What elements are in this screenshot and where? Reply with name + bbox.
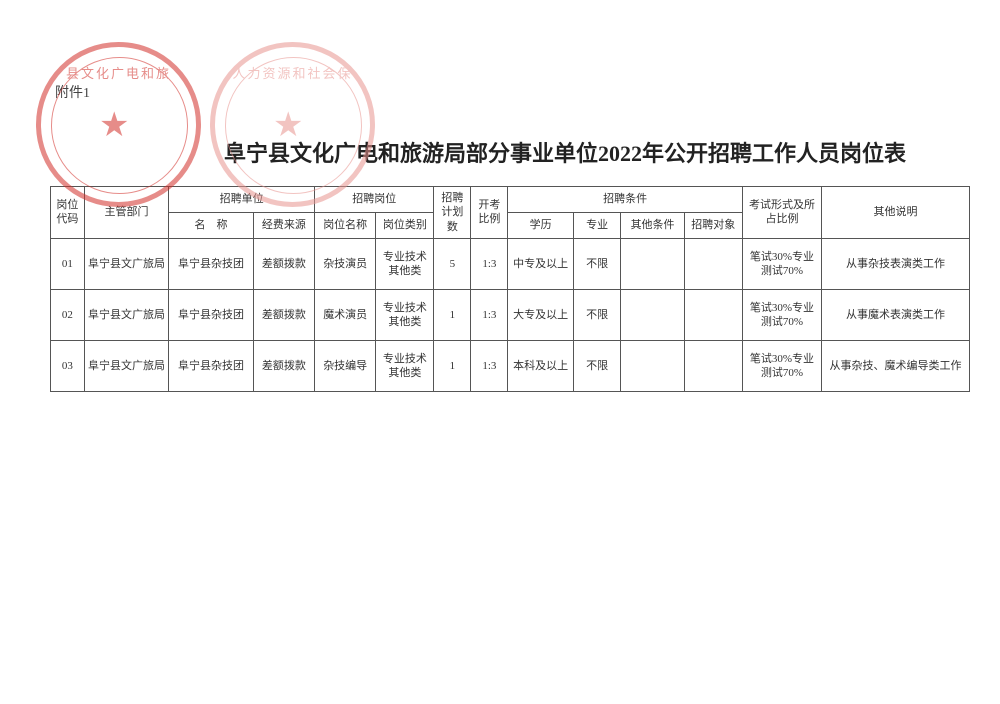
table-header: 岗位代码 主管部门 招聘单位 招聘岗位 招聘计划数 开考比例 招聘条件 考试形式… (51, 187, 970, 239)
cell-target (684, 289, 742, 340)
cell-remark: 从事杂技表演类工作 (822, 238, 970, 289)
th-pname: 岗位名称 (315, 212, 376, 238)
cell-dept: 阜宁县文广旅局 (84, 340, 169, 391)
cell-unit: 阜宁县杂技团 (169, 340, 254, 391)
cell-fund: 差额拨款 (253, 238, 314, 289)
cell-ptype: 专业技术其他类 (376, 289, 434, 340)
cell-remark: 从事魔术表演类工作 (822, 289, 970, 340)
th-unit-name: 名 称 (169, 212, 254, 238)
cell-exam: 笔试30%专业测试70% (742, 340, 821, 391)
th-edu: 学历 (508, 212, 573, 238)
cell-other (621, 238, 684, 289)
cell-edu: 本科及以上 (508, 340, 573, 391)
cell-exam: 笔试30%专业测试70% (742, 238, 821, 289)
cell-target (684, 238, 742, 289)
cell-fund: 差额拨款 (253, 340, 314, 391)
table-row: 03 阜宁县文广旅局 阜宁县杂技团 差额拨款 杂技编导 专业技术其他类 1 1:… (51, 340, 970, 391)
cell-code: 01 (51, 238, 85, 289)
cell-dept: 阜宁县文广旅局 (84, 238, 169, 289)
cell-edu: 中专及以上 (508, 238, 573, 289)
cell-ratio: 1:3 (471, 238, 508, 289)
th-ptype: 岗位类别 (376, 212, 434, 238)
table-row: 02 阜宁县文广旅局 阜宁县杂技团 差额拨款 魔术演员 专业技术其他类 1 1:… (51, 289, 970, 340)
cell-fund: 差额拨款 (253, 289, 314, 340)
th-remark: 其他说明 (822, 187, 970, 239)
cell-pname: 杂技演员 (315, 238, 376, 289)
cell-remark: 从事杂技、魔术编导类工作 (822, 340, 970, 391)
official-stamp-right: 人力资源和社会保 ★ (210, 42, 375, 207)
th-cond-group: 招聘条件 (508, 187, 742, 213)
th-plan: 招聘计划数 (434, 187, 471, 239)
cell-edu: 大专及以上 (508, 289, 573, 340)
cell-code: 03 (51, 340, 85, 391)
page: 附件1 县文化广电和旅 ★ 人力资源和社会保 ★ 阜宁县文化广电和旅游局部分事业… (0, 0, 1000, 704)
th-target: 招聘对象 (684, 212, 742, 238)
official-stamp-left: 县文化广电和旅 ★ (36, 42, 201, 207)
cell-major: 不限 (573, 289, 621, 340)
cell-other (621, 289, 684, 340)
cell-plan: 5 (434, 238, 471, 289)
cell-dept: 阜宁县文广旅局 (84, 289, 169, 340)
cell-ratio: 1:3 (471, 340, 508, 391)
cell-target (684, 340, 742, 391)
cell-plan: 1 (434, 340, 471, 391)
th-position-group: 招聘岗位 (315, 187, 434, 213)
th-other: 其他条件 (621, 212, 684, 238)
cell-pname: 杂技编导 (315, 340, 376, 391)
th-exam: 考试形式及所占比例 (742, 187, 821, 239)
table-row: 01 阜宁县文广旅局 阜宁县杂技团 差额拨款 杂技演员 专业技术其他类 5 1:… (51, 238, 970, 289)
th-unit-group: 招聘单位 (169, 187, 315, 213)
th-code: 岗位代码 (51, 187, 85, 239)
cell-plan: 1 (434, 289, 471, 340)
stamp-text: 县文化广电和旅 (41, 63, 196, 82)
cell-unit: 阜宁县杂技团 (169, 238, 254, 289)
page-title: 阜宁县文化广电和旅游局部分事业单位2022年公开招聘工作人员岗位表 (170, 136, 960, 168)
th-major: 专业 (573, 212, 621, 238)
cell-unit: 阜宁县杂技团 (169, 289, 254, 340)
positions-table: 岗位代码 主管部门 招聘单位 招聘岗位 招聘计划数 开考比例 招聘条件 考试形式… (50, 186, 970, 392)
cell-ptype: 专业技术其他类 (376, 238, 434, 289)
cell-ptype: 专业技术其他类 (376, 340, 434, 391)
cell-code: 02 (51, 289, 85, 340)
cell-major: 不限 (573, 340, 621, 391)
th-fund: 经费来源 (253, 212, 314, 238)
table-body: 01 阜宁县文广旅局 阜宁县杂技团 差额拨款 杂技演员 专业技术其他类 5 1:… (51, 238, 970, 391)
th-ratio: 开考比例 (471, 187, 508, 239)
cell-exam: 笔试30%专业测试70% (742, 289, 821, 340)
cell-major: 不限 (573, 238, 621, 289)
th-dept: 主管部门 (84, 187, 169, 239)
cell-pname: 魔术演员 (315, 289, 376, 340)
cell-ratio: 1:3 (471, 289, 508, 340)
star-icon: ★ (99, 105, 129, 145)
cell-other (621, 340, 684, 391)
stamp-text: 人力资源和社会保 (215, 63, 370, 82)
attachment-label: 附件1 (55, 82, 90, 102)
